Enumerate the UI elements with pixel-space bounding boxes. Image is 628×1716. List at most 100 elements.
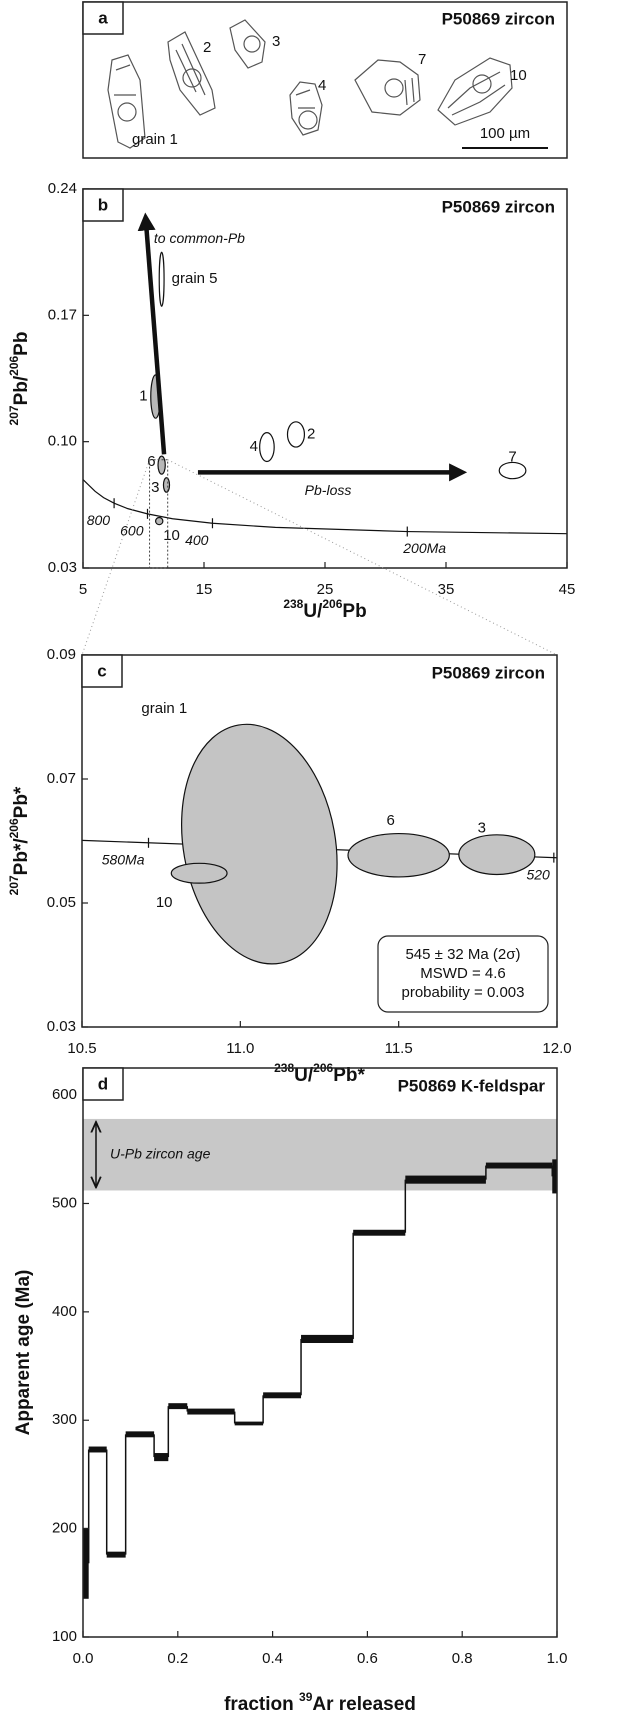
grain-zoning: [114, 64, 136, 96]
grain-outline: [107, 54, 146, 149]
y-tick-label: 0.17: [48, 306, 77, 323]
panel-a: a P50869 zircon grain 1 2 3 4 7 10 100 µ…: [82, 1, 568, 159]
x_label-axis-title: 238U/206Pb*: [274, 1061, 365, 1086]
age-label: 520: [526, 866, 550, 882]
axis-title-part: U/: [294, 1065, 314, 1086]
axis-title-part: 39: [299, 1690, 313, 1704]
age-label: 600: [120, 523, 144, 539]
error-ellipse: [347, 832, 450, 878]
age-step: [168, 1403, 188, 1410]
x-tick-label: 12.0: [542, 1040, 571, 1057]
age-step: [154, 1453, 169, 1462]
x-tick-label: 0.6: [357, 1650, 378, 1667]
axis-title-part: 207: [7, 405, 21, 425]
age-step: [485, 1162, 553, 1169]
axis-title-part: Apparent age (Ma): [13, 1270, 34, 1436]
panel-label: b: [98, 195, 108, 214]
point-label: grain 5: [172, 270, 218, 287]
axis-title-part: fraction: [224, 1694, 299, 1715]
spot: [117, 102, 137, 122]
axis-title-part: 206: [322, 597, 342, 611]
grain-outline: [167, 31, 216, 116]
age-label: 200Ma: [402, 540, 446, 556]
panel-title: P50869 zircon: [442, 197, 555, 216]
age-step: [88, 1446, 107, 1453]
y-tick-label: 200: [52, 1520, 77, 1537]
axis-title-part: Pb: [11, 332, 32, 356]
axis-title-part: Pb*: [11, 786, 32, 818]
axis-title-part: 206: [7, 356, 21, 376]
panel-title: P50869 zircon: [442, 9, 555, 28]
error-ellipse: [259, 432, 275, 463]
error-ellipse: [458, 834, 536, 876]
error-ellipse: [162, 477, 171, 493]
grain-outline: [354, 59, 421, 116]
axis-title-part: 207: [7, 875, 21, 895]
spot: [384, 78, 404, 98]
age-label: 400: [185, 532, 209, 548]
stats-line: 545 ± 32 Ma (2σ): [405, 946, 520, 963]
error-ellipse: [498, 461, 527, 480]
error-ellipse: [286, 421, 306, 448]
y-tick-label: 0.07: [47, 770, 76, 787]
age-step: [83, 1527, 89, 1599]
spot: [182, 68, 202, 88]
y-tick-label: 0.10: [48, 433, 77, 450]
grain-label: 4: [318, 77, 326, 94]
plot-frame: [82, 1067, 558, 1638]
age-step: [125, 1431, 155, 1438]
x_label-axis-title: fraction 39Ar released: [224, 1690, 416, 1715]
panel: U-Pb zircon age 0.0 0.2 0.4 0.6 0.8 1.0 100 200 3…: [13, 1067, 567, 1715]
axis-title-part: Ar released: [312, 1694, 416, 1715]
x-tick-label: 0.2: [167, 1650, 188, 1667]
age-step: [353, 1229, 406, 1236]
x-tick-label: 45: [559, 581, 576, 598]
point-label: 1: [139, 388, 147, 405]
panel-label-box: [81, 654, 123, 688]
axis-title-part: Pb*: [333, 1065, 365, 1086]
annotation-text: Pb-loss: [305, 482, 352, 498]
panel-label-box: [82, 188, 124, 222]
error-ellipse: [180, 723, 338, 965]
point-label: 10: [156, 894, 173, 911]
axis-title-part: Pb/: [11, 375, 32, 405]
stats-box: [377, 935, 549, 1013]
grain-label: 2: [203, 39, 211, 56]
annotation-arrow: [137, 212, 167, 455]
x-tick-label: 15: [196, 581, 213, 598]
error-ellipse: [158, 251, 165, 307]
panel-label: a: [98, 8, 108, 27]
age-label: 800: [87, 512, 111, 528]
axis-title-part: Pb: [342, 601, 366, 622]
x_label-axis-title: 238U/206Pb: [283, 597, 366, 622]
x-tick-label: 25: [317, 581, 334, 598]
y-tick-label: 0.05: [47, 894, 76, 911]
grain-outline: [289, 81, 323, 136]
y-tick-label: 600: [52, 1086, 77, 1103]
y-tick-label: 0.03: [48, 559, 77, 576]
x-tick-label: 11.0: [226, 1040, 254, 1057]
point-label: 3: [151, 479, 159, 496]
x-tick-label: 10.5: [67, 1040, 96, 1057]
panel-label: c: [97, 661, 106, 680]
point-label: 6: [386, 812, 394, 829]
grain-zoning: [295, 89, 315, 109]
x-tick-label: 11.5: [385, 1040, 413, 1057]
panel-frame: [82, 1, 568, 159]
x-tick-label: 0.0: [73, 1650, 94, 1667]
plot-frame: [81, 654, 558, 1028]
age-step: [234, 1421, 264, 1426]
panel-label-box: [82, 1, 124, 35]
grain-zoning: [447, 71, 506, 116]
spot: [243, 35, 261, 53]
grain-zoning: [404, 77, 415, 106]
panel-title: P50869 K-feldspar: [398, 1076, 546, 1095]
age-step: [187, 1408, 235, 1415]
age-step: [301, 1334, 354, 1344]
axis-title-part: Pb*/: [11, 838, 32, 876]
grain-label: 3: [272, 33, 280, 50]
y-tick-label: 0.03: [47, 1018, 76, 1035]
x-tick-label: 5: [79, 581, 87, 598]
stats-line: MSWD = 4.6: [420, 965, 505, 982]
